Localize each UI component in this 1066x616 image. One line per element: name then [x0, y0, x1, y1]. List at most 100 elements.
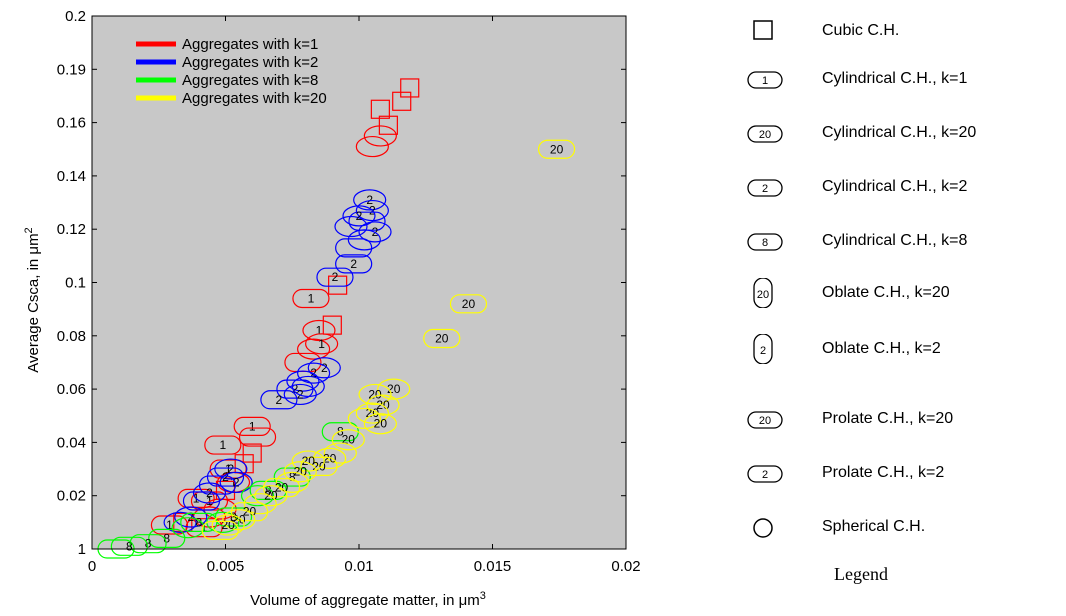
x-tick-labels: 0 0.005 0.01 0.015 0.02 — [88, 558, 641, 575]
mark-label: 2 — [321, 361, 328, 375]
shape-legend-title: Legend — [834, 564, 888, 584]
cylinder-mark — [150, 515, 189, 535]
shape-legend-item: 2 Prolate C.H., k=2 — [740, 458, 1066, 488]
cube-mark — [400, 78, 420, 98]
cylinder-mark — [238, 427, 277, 447]
prolate-icon: 20 — [747, 411, 783, 429]
data-point: 2 — [353, 189, 387, 211]
ellipse-mark — [355, 135, 389, 158]
data-point — [322, 315, 342, 335]
mark-label: 8 — [145, 537, 152, 551]
ellipse-mark — [297, 338, 331, 360]
data-point — [201, 520, 239, 540]
shape-legend-item: 1 Cylindrical C.H., k=1 — [740, 64, 1066, 94]
mark-label: 20 — [550, 142, 564, 156]
shape-legend-item: Cubic C.H. — [740, 16, 1066, 46]
ellipse-mark — [366, 394, 400, 416]
mark-label: 2 — [292, 382, 299, 396]
legend-label: Aggregates with k=2 — [182, 54, 318, 71]
oblate-icon: 20 — [753, 278, 773, 308]
circle-icon — [753, 518, 773, 538]
glyph-label: 20 — [759, 415, 771, 427]
shape-legend-item: 20 Oblate C.H., k=20 — [740, 278, 1066, 308]
glyph-label: 2 — [760, 345, 766, 357]
x-tick-label: 0 — [88, 558, 96, 575]
y-tick-label: 0.16 — [57, 115, 86, 132]
x-tick-label: 0.005 — [207, 558, 245, 575]
mark-label: 1 — [316, 323, 323, 337]
data-point: 2 — [307, 357, 341, 379]
data-point — [347, 229, 381, 251]
shape-legend: Legend Cubic C.H. 1 Cylindrical C.H., k=1 2… — [740, 0, 1066, 616]
ellipse-mark — [323, 442, 357, 464]
ellipse-mark — [286, 370, 320, 392]
data-point — [242, 443, 262, 463]
y-tick-labels: 1 0.02 0.04 0.06 0.08 0.1 0.12 0.14 0.16 0.19 0.2 — [57, 8, 86, 558]
prolate-icon: 2 — [747, 465, 783, 483]
ellipse-mark — [291, 375, 325, 398]
ellipse-mark — [297, 362, 331, 384]
shape-legend-label: Prolate C.H., k=2 — [822, 464, 945, 481]
glyph-label: 8 — [762, 237, 768, 249]
data-point: 2 — [260, 390, 298, 410]
mark-label: 2 — [297, 387, 304, 401]
data-point: 2 — [283, 383, 317, 406]
x-axis-title: Volume of aggregate matter, in μm3 — [250, 590, 486, 609]
ellipse-mark — [219, 471, 253, 493]
cylinder-mark — [249, 480, 287, 500]
data-point: 2 — [192, 482, 227, 504]
mark-label: 2 — [206, 486, 213, 500]
ellipse-mark — [163, 511, 197, 533]
data-point — [363, 125, 397, 147]
data-point: 8 — [273, 467, 311, 487]
ellipse-mark — [358, 383, 392, 406]
cylinder-mark — [129, 534, 167, 554]
data-point — [291, 375, 325, 398]
ellipse-mark — [192, 482, 227, 504]
x-tick-label: 0.01 — [344, 558, 373, 575]
glyph-label: 20 — [757, 289, 769, 301]
data-point: 8 — [129, 534, 167, 554]
plot-background — [92, 16, 626, 549]
shape-legend-label: Cylindrical C.H., k=1 — [822, 70, 968, 87]
ellipse-mark — [222, 509, 256, 531]
shape-legend-item: 2 Cylindrical C.H., k=2 — [740, 172, 1066, 202]
data-point — [286, 370, 320, 392]
data-point — [243, 493, 277, 515]
data-point: 2 — [316, 267, 354, 287]
cylinder-mark — [273, 467, 311, 487]
y-tick-label: 0.19 — [57, 61, 86, 78]
data-point — [355, 135, 389, 158]
cylinder-mark — [300, 456, 338, 476]
data-point: 1 — [204, 435, 242, 455]
data-point — [370, 99, 390, 119]
cylinder-mark — [260, 390, 298, 410]
cylinder-mark — [180, 512, 218, 532]
glyph-label: 2 — [762, 183, 768, 195]
ellipse-mark — [377, 378, 411, 400]
data-point — [323, 442, 357, 464]
cylinder-mark — [335, 238, 373, 258]
data-point: 2 — [206, 467, 245, 487]
ellipse-mark — [334, 215, 368, 238]
ellipse-mark — [203, 498, 237, 520]
legend-label: Aggregates with k=20 — [182, 90, 327, 107]
x-tick-label: 0.015 — [474, 558, 512, 575]
shape-legend-item: 2 Oblate C.H., k=2 — [740, 334, 1066, 364]
data-point — [240, 485, 275, 507]
cube-mark — [242, 443, 262, 463]
data-point: 8 — [148, 528, 186, 548]
cylinder-mark — [262, 478, 301, 498]
cylinder-mark — [316, 267, 354, 287]
cylinder-mark — [110, 536, 148, 556]
y-axis-title: Average Csca, in μm2 — [23, 227, 42, 372]
ellipse-mark — [214, 458, 248, 480]
data-point — [392, 91, 412, 111]
data-point — [275, 471, 309, 493]
ellipse-mark — [211, 514, 245, 536]
mark-label: 20 — [221, 518, 235, 532]
shape-legend-item: 20 Prolate C.H., k=20 — [740, 404, 1066, 434]
ellipse-mark — [174, 506, 208, 528]
square-icon — [753, 20, 773, 40]
